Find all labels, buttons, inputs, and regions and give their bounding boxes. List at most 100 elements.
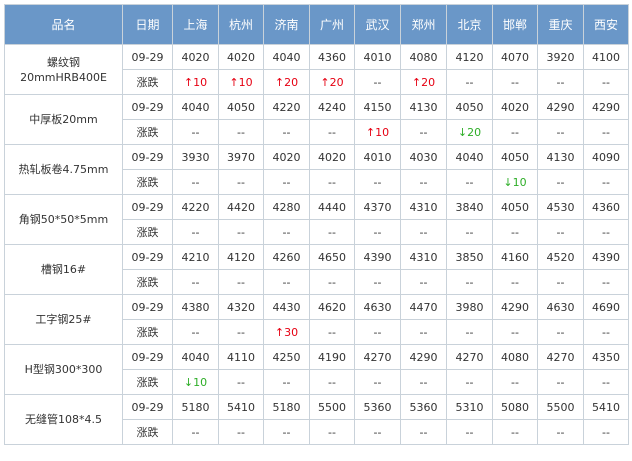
header-city: 武汉 [354, 4, 401, 45]
price-cell: 4530 [537, 194, 584, 220]
change-cell: -- [492, 119, 538, 145]
price-cell: 4020 [218, 44, 264, 70]
price-cell: 4390 [583, 244, 629, 270]
price-cell: 4360 [309, 44, 355, 70]
change-cell: -- [172, 319, 219, 345]
change-cell: ↓10 [172, 369, 219, 395]
price-cell: 4040 [172, 94, 219, 120]
change-row: 涨跌 -- -- -- -- -- -- -- -- -- -- [5, 419, 629, 445]
change-cell: -- [218, 319, 264, 345]
price-row: 中厚板20mm 09-29 4040 4050 4220 4240 4150 4130 4050… [4, 94, 629, 145]
header-city: 邯郸 [492, 4, 538, 45]
header-city: 北京 [446, 4, 493, 45]
price-cell: 4050 [218, 94, 264, 120]
change-label: 涨跌 [122, 119, 173, 145]
price-cell: 3970 [218, 144, 264, 170]
price-cell: 4290 [492, 294, 538, 320]
change-cell: -- [446, 319, 493, 345]
change-row: 涨跌 ↑10 ↑10 ↑20 ↑20 -- ↑20 -- -- -- -- [5, 69, 629, 95]
change-cell: -- [537, 419, 584, 445]
price-cell: 4220 [263, 94, 310, 120]
price-cell: 4040 [446, 144, 493, 170]
price-row: 槽钢16# 09-29 4210 4120 4260 4650 4390 4310 3850 41… [4, 244, 629, 295]
price-cell: 4270 [354, 344, 401, 370]
product-name-line: H型钢300*300 [24, 363, 103, 376]
change-cell: ↑10 [172, 69, 219, 95]
header-city: 杭州 [218, 4, 264, 45]
change-cell: -- [492, 269, 538, 295]
change-cell: -- [354, 219, 401, 245]
header-city: 郑州 [400, 4, 447, 45]
price-row: 角钢50*50*5mm 09-29 4220 4420 4280 4440 4370 4310… [4, 194, 629, 245]
price-cell: 4240 [309, 94, 355, 120]
change-cell: -- [446, 69, 493, 95]
price-cell: 4310 [400, 244, 447, 270]
change-cell: -- [172, 219, 219, 245]
change-label: 涨跌 [122, 219, 173, 245]
change-cell: -- [537, 69, 584, 95]
change-cell: -- [446, 419, 493, 445]
change-cell: ↑20 [309, 69, 355, 95]
change-cell: ↓10 [492, 169, 538, 195]
product-name-line: 20mmHRB400E [20, 70, 107, 84]
price-cell: 5410 [218, 394, 264, 420]
change-cell: -- [583, 119, 629, 145]
change-cell: -- [583, 169, 629, 195]
change-cell: -- [309, 419, 355, 445]
price-cell: 4020 [263, 144, 310, 170]
change-cell: -- [218, 369, 264, 395]
change-cell: -- [400, 269, 447, 295]
price-row: 螺纹钢 20mmHRB400E 09-29 4020 4020 4040 4360 4010 4… [4, 44, 629, 95]
change-cell: -- [537, 169, 584, 195]
price-row: 热轧板卷4.75mm 09-29 3930 3970 4020 4020 4010 4030 4… [4, 144, 629, 195]
price-cell: 4220 [172, 194, 219, 220]
change-cell: ↓20 [446, 119, 493, 145]
change-cell: -- [446, 269, 493, 295]
change-cell: -- [263, 269, 310, 295]
price-cell: 4130 [400, 94, 447, 120]
price-cell: 4690 [583, 294, 629, 320]
price-cell: 5180 [172, 394, 219, 420]
change-cell: -- [218, 419, 264, 445]
change-cell: -- [537, 119, 584, 145]
price-cell: 4320 [218, 294, 264, 320]
price-cell: 4160 [492, 244, 538, 270]
price-cell: 4370 [354, 194, 401, 220]
product-name-line: 中厚板20mm [29, 113, 98, 126]
table-body: 螺纹钢 20mmHRB400E 09-29 4020 4020 4040 4360 4010 4… [4, 44, 629, 445]
price-date: 09-29 [122, 44, 173, 70]
price-cell: 4010 [354, 144, 401, 170]
price-cell: 4290 [400, 344, 447, 370]
price-cell: 4650 [309, 244, 355, 270]
change-label: 涨跌 [122, 69, 173, 95]
change-cell: -- [537, 269, 584, 295]
change-cell: -- [218, 269, 264, 295]
change-cell: -- [492, 69, 538, 95]
change-cell: -- [218, 169, 264, 195]
change-cell: -- [446, 369, 493, 395]
change-cell: ↑10 [218, 69, 264, 95]
product-name-line: 槽钢16# [40, 263, 87, 276]
price-cell: 4090 [583, 144, 629, 170]
change-label: 涨跌 [122, 419, 173, 445]
change-cell: -- [263, 219, 310, 245]
change-label: 涨跌 [122, 319, 173, 345]
price-cell: 4120 [218, 244, 264, 270]
change-cell: ↑10 [354, 119, 401, 145]
change-cell: -- [492, 369, 538, 395]
price-cell: 4630 [354, 294, 401, 320]
change-cell: -- [354, 319, 401, 345]
price-cell: 5500 [537, 394, 584, 420]
product-name-line: 角钢50*50*5mm [18, 213, 109, 226]
change-cell: -- [400, 369, 447, 395]
price-cell: 4280 [263, 194, 310, 220]
price-date: 09-29 [122, 244, 173, 270]
product-name: 角钢50*50*5mm [4, 194, 123, 245]
price-cell: 4020 [309, 144, 355, 170]
change-cell: -- [354, 169, 401, 195]
change-cell: -- [446, 219, 493, 245]
change-cell: -- [400, 419, 447, 445]
product-name: 中厚板20mm [4, 94, 123, 145]
header-city: 济南 [263, 4, 310, 45]
price-cell: 4040 [263, 44, 310, 70]
